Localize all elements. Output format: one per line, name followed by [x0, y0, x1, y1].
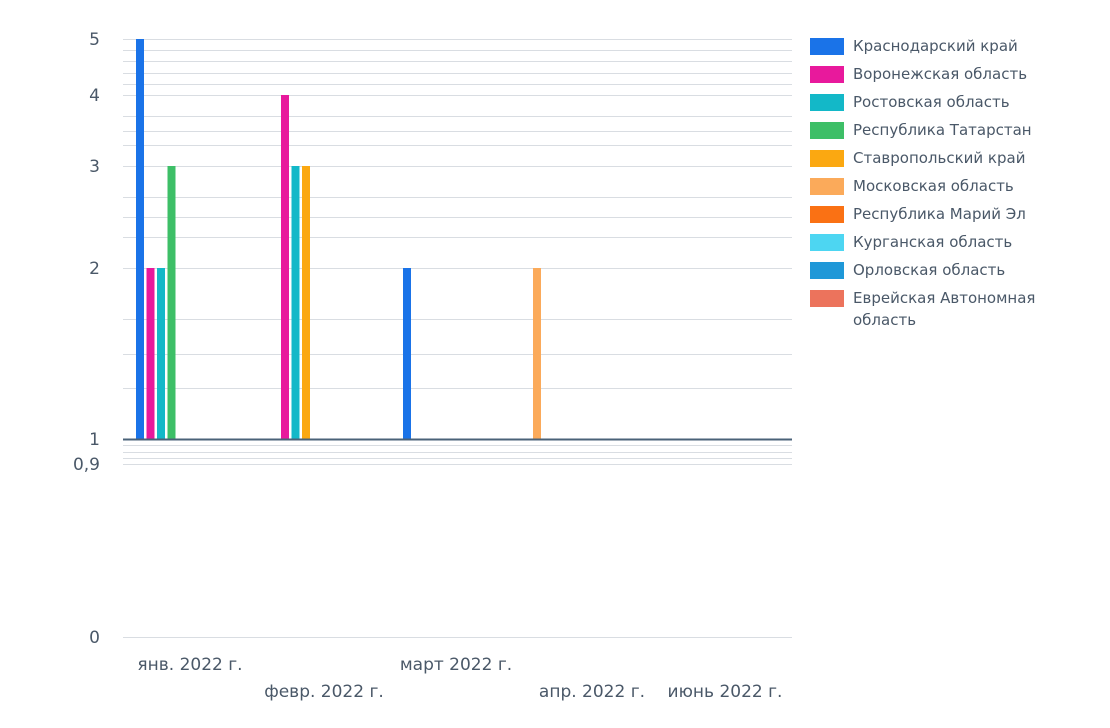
legend-label: Ставропольский край	[853, 149, 1026, 167]
x-axis-ticks: янв. 2022 г. февр. 2022 г. март 2022 г. апр…	[137, 655, 782, 702]
y-tick-label: 5	[89, 30, 100, 50]
legend-swatch	[810, 234, 844, 251]
legend-label: Краснодарский край	[853, 37, 1018, 55]
x-tick-label: июнь 2022 г.	[668, 682, 783, 702]
y-tick-label: 0	[89, 628, 100, 648]
legend-item: Орловская область	[810, 259, 1110, 287]
bar	[146, 268, 155, 439]
legend-swatch	[810, 66, 844, 83]
x-tick-label: февр. 2022 г.	[264, 682, 384, 702]
bar	[291, 166, 300, 439]
x-tick-label: янв. 2022 г.	[137, 655, 242, 675]
legend-label: Воронежская область	[853, 65, 1028, 83]
grid-lines	[123, 39, 792, 638]
x-tick-label: апр. 2022 г.	[539, 682, 645, 702]
legend-item: Воронежская область	[810, 63, 1110, 91]
legend-item: Ростовская область	[810, 91, 1110, 119]
y-tick-label: 2	[89, 259, 100, 279]
legend: Краснодарский край Воронежская область Рос…	[810, 35, 1110, 335]
y-tick-label: 3	[89, 157, 100, 177]
legend-swatch	[810, 150, 844, 167]
legend-label: Курганская область	[853, 233, 1013, 251]
legend-label: Республика Марий Эл	[853, 205, 1026, 223]
x-tick-label: март 2022 г.	[400, 655, 512, 675]
legend-swatch	[810, 262, 844, 279]
y-tick-label: 0,9	[73, 455, 100, 475]
bar	[157, 268, 165, 439]
bar	[403, 268, 411, 439]
y-tick-label: 4	[89, 86, 100, 106]
legend-item: Республика Марий Эл	[810, 203, 1110, 231]
y-tick-label: 1	[89, 430, 100, 450]
legend-swatch	[810, 290, 844, 307]
legend-swatch	[810, 206, 844, 223]
legend-swatch	[810, 122, 844, 139]
legend-item: Республика Татарстан	[810, 119, 1110, 147]
legend-label: Ростовская область	[853, 93, 1010, 111]
legend-label: Орловская область	[853, 261, 1006, 279]
bar	[281, 95, 289, 439]
legend-item: Ставропольский край	[810, 147, 1110, 175]
bar	[136, 39, 144, 439]
legend-label: Московская область	[853, 177, 1014, 195]
legend-item: Еврейская Автономная область	[810, 287, 1110, 335]
legend-label: Еврейская Автономная область	[853, 289, 1036, 329]
bars	[136, 39, 541, 439]
legend-item: Курганская область	[810, 231, 1110, 259]
legend-item: Московская область	[810, 175, 1110, 203]
legend-swatch	[810, 94, 844, 111]
legend-swatch	[810, 38, 844, 55]
legend-item: Краснодарский край	[810, 35, 1110, 63]
bar	[533, 268, 541, 439]
legend-label: Республика Татарстан	[853, 121, 1032, 139]
bar-chart: 0 0,9 1 2 3 4 5 янв. 2022 г. февр. 2022 г. март …	[73, 30, 792, 702]
bar	[302, 166, 310, 439]
y-axis-ticks: 0 0,9 1 2 3 4 5	[73, 30, 100, 648]
bar	[167, 166, 176, 439]
legend-swatch	[810, 178, 844, 195]
